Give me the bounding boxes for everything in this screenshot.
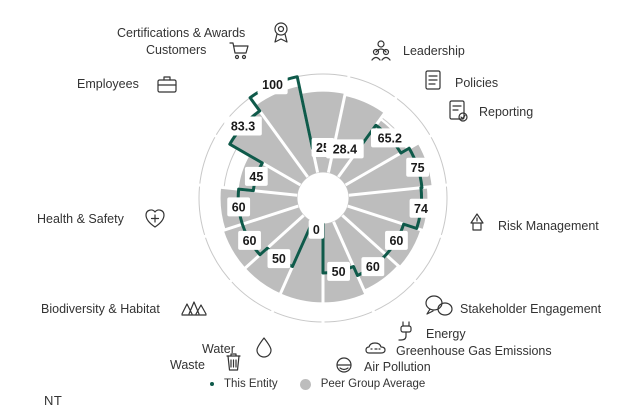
value-label-text-7: 50 xyxy=(332,265,346,279)
value-label-8: 0 xyxy=(308,219,325,239)
value-label-text-10: 60 xyxy=(243,234,257,248)
value-label-box-11 xyxy=(227,197,251,217)
peer-bar-3 xyxy=(345,143,432,196)
value-label-text-11: 60 xyxy=(232,200,246,214)
employees-icon xyxy=(157,76,177,93)
category-label-water: Water xyxy=(202,342,235,356)
leadership-icon xyxy=(371,40,391,61)
stakeholder-engagement-icon xyxy=(425,295,453,316)
value-label-13: 83.3 xyxy=(224,116,262,136)
reporting-icon xyxy=(449,100,468,122)
waste-icon xyxy=(226,353,241,371)
legend-label-entity: This Entity xyxy=(224,378,278,390)
biodiversity-habitat-icon xyxy=(181,301,207,316)
value-label-text-4: 74 xyxy=(414,202,428,216)
value-label-box-4 xyxy=(409,198,433,218)
legend-label-peer: Peer Group Average xyxy=(320,378,426,390)
category-label-greenhouse-gas-emissions: Greenhouse Gas Emissions xyxy=(396,344,552,358)
value-label-text-3: 75 xyxy=(411,161,425,175)
category-label-reporting: Reporting xyxy=(479,105,533,119)
value-label-box-8 xyxy=(308,219,325,239)
value-label-box-2 xyxy=(371,128,409,148)
peer-bar-4 xyxy=(347,187,428,231)
peer-bar-5 xyxy=(342,206,421,267)
category-label-policies: Policies xyxy=(455,76,498,90)
peer-bar-14 xyxy=(255,86,318,177)
greenhouse-gas-emissions-icon xyxy=(365,342,386,354)
energy-icon xyxy=(398,321,412,341)
category-label-energy: Energy xyxy=(426,327,466,341)
value-label-box-9 xyxy=(267,249,291,269)
category-label-leadership: Leadership xyxy=(403,44,465,58)
category-label-risk-management: Risk Management xyxy=(498,219,599,233)
value-label-text-1: 28.4 xyxy=(333,142,357,156)
corner-text: NT xyxy=(44,393,63,408)
value-label-10: 60 xyxy=(238,230,261,250)
category-label-health-safety: Health & Safety xyxy=(37,212,125,226)
value-label-2: 65.2 xyxy=(371,128,409,148)
value-label-3: 75 xyxy=(406,157,430,177)
peer-bar-10 xyxy=(223,206,304,268)
value-label-text-6: 60 xyxy=(366,260,380,274)
air-pollution-icon xyxy=(336,357,352,373)
legend-swatch-entity xyxy=(210,382,214,386)
value-label-box-6 xyxy=(361,257,385,277)
value-label-box-5 xyxy=(385,230,408,250)
value-label-9: 50 xyxy=(267,249,291,269)
sector-separator-6 xyxy=(341,214,418,284)
legend-item-this-entity[interactable]: This Entity xyxy=(210,378,278,390)
category-label-certifications-awards: Certifications & Awards xyxy=(117,26,245,40)
category-label-biodiversity-habitat: Biodiversity & Habitat xyxy=(41,302,160,316)
certifications-awards-icon xyxy=(274,22,288,43)
category-label-waste: Waste xyxy=(170,358,205,372)
value-label-7: 50 xyxy=(327,261,350,281)
peer-bar-8 xyxy=(280,221,323,303)
value-label-box-1 xyxy=(326,139,364,159)
value-label-box-14 xyxy=(257,75,288,95)
value-label-11: 60 xyxy=(227,197,251,217)
sector-separator-5 xyxy=(347,204,444,239)
value-label-text-12: 45 xyxy=(249,170,263,184)
legend-swatch-peer xyxy=(299,378,311,390)
value-label-text-9: 50 xyxy=(272,252,286,266)
category-label-customers: Customers xyxy=(146,43,206,57)
chart-legend: This Entity Peer Group Average xyxy=(210,378,447,390)
value-label-5: 60 xyxy=(385,230,408,250)
value-label-text-2: 65.2 xyxy=(378,131,402,145)
risk-management-icon xyxy=(470,213,484,231)
value-label-text-14: 100 xyxy=(262,78,283,92)
value-label-text-5: 60 xyxy=(389,234,403,248)
sector-separator-11 xyxy=(202,204,299,239)
legend-item-peer-group[interactable]: Peer Group Average xyxy=(299,378,426,390)
policies-icon xyxy=(425,70,441,90)
value-label-text-8: 0 xyxy=(313,223,320,237)
value-label-6: 60 xyxy=(361,257,385,277)
peer-bar-0 xyxy=(300,91,346,173)
value-label-12: 45 xyxy=(244,166,268,186)
grid-ring-inner xyxy=(296,171,350,225)
category-label-employees: Employees xyxy=(77,77,139,91)
water-icon xyxy=(256,337,272,358)
sector-separator-3 xyxy=(344,133,433,187)
category-label-air-pollution: Air Pollution xyxy=(364,360,431,374)
value-label-box-10 xyxy=(238,230,261,250)
value-label-box-3 xyxy=(406,157,430,177)
value-label-box-7 xyxy=(327,261,350,281)
value-label-box-12 xyxy=(244,166,268,186)
value-label-text-13: 83.3 xyxy=(231,119,255,133)
value-label-4: 74 xyxy=(409,198,433,218)
sector-separator-4 xyxy=(348,183,449,197)
customers-icon xyxy=(229,42,249,60)
health-safety-icon xyxy=(145,209,165,228)
value-label-box-13 xyxy=(224,116,262,136)
value-label-14: 100 xyxy=(257,75,288,95)
value-label-1: 28.4 xyxy=(326,139,364,159)
category-label-stakeholder-engagement: Stakeholder Engagement xyxy=(460,302,602,316)
